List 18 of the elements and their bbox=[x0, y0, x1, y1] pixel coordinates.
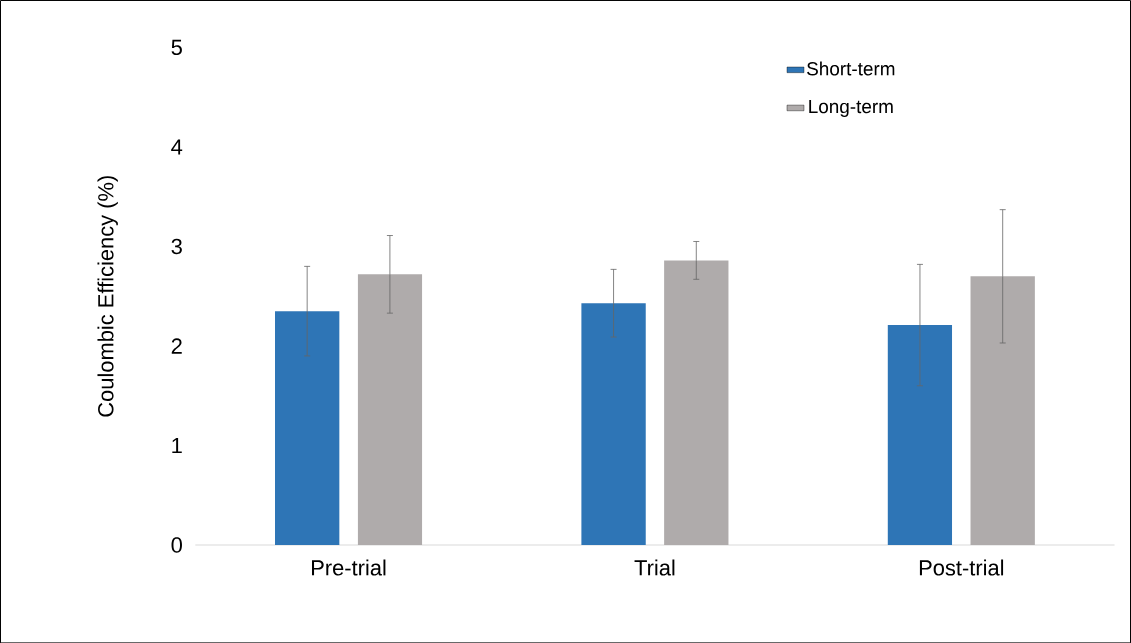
y-tick-label: 2 bbox=[171, 338, 182, 354]
y-tick-label: 0 bbox=[171, 537, 182, 553]
legend-label: Long-term bbox=[809, 99, 893, 117]
y-tick-label: 4 bbox=[171, 139, 183, 155]
y-tick-label: 3 bbox=[171, 238, 182, 255]
x-tick-label: Post-trial bbox=[919, 559, 1004, 576]
bar bbox=[581, 302, 646, 545]
y-tick-label: 1 bbox=[172, 437, 182, 453]
bar bbox=[357, 274, 423, 545]
bar bbox=[970, 276, 1035, 545]
x-tick-label: Trial bbox=[634, 559, 675, 576]
legend-label: Short-term bbox=[807, 61, 895, 76]
x-tick-label: Pre-trial bbox=[312, 559, 386, 576]
y-axis-title: Coulombic Efficiency (%) bbox=[97, 175, 118, 417]
bar bbox=[664, 260, 729, 545]
bar bbox=[275, 310, 340, 545]
y-tick-label: 5 bbox=[171, 39, 182, 55]
bar bbox=[887, 324, 953, 545]
